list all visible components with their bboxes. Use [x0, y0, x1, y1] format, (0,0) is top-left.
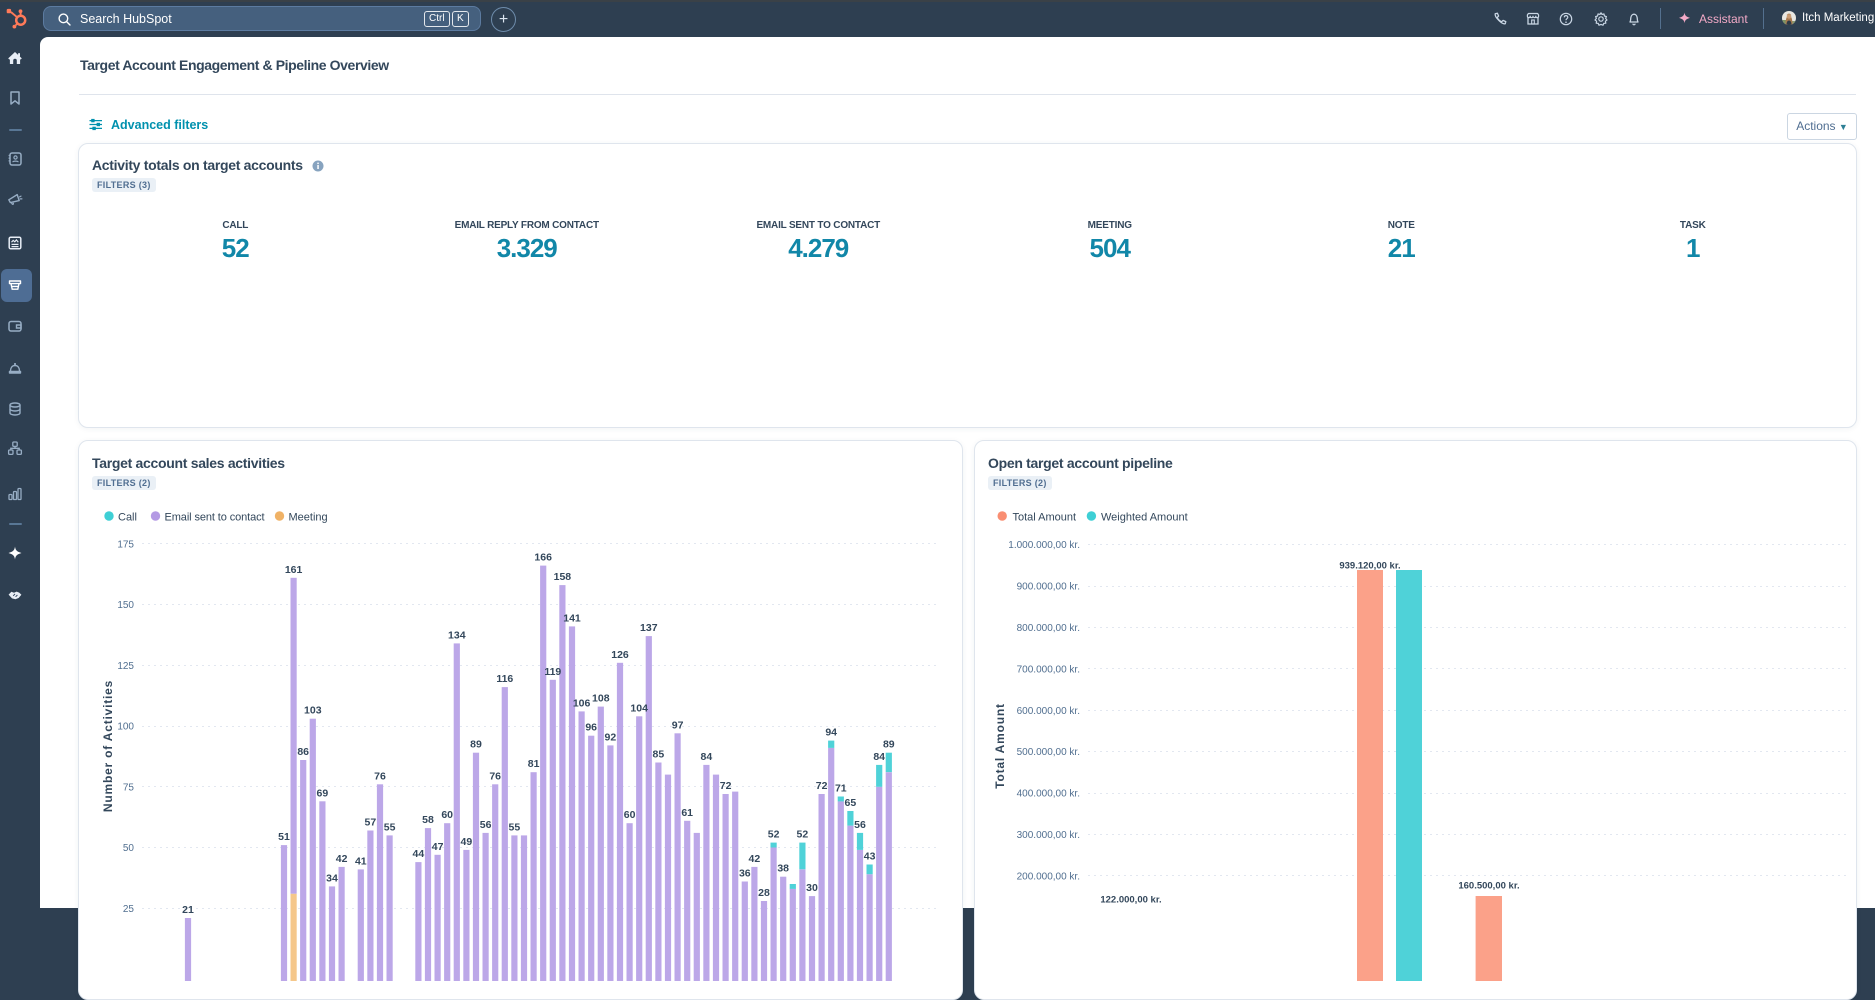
svg-text:200.000,00 kr.: 200.000,00 kr.	[1017, 871, 1080, 882]
svg-text:939.120,00 kr.: 939.120,00 kr.	[1339, 561, 1400, 572]
svg-text:69: 69	[317, 787, 329, 799]
svg-text:34: 34	[326, 872, 338, 884]
svg-text:Total Amount: Total Amount	[1013, 512, 1077, 524]
svg-text:76: 76	[489, 770, 501, 782]
svg-text:97: 97	[672, 719, 684, 731]
svg-text:55: 55	[384, 821, 396, 833]
svg-text:116: 116	[496, 673, 513, 685]
svg-text:1.000.000,00 kr.: 1.000.000,00 kr.	[1008, 540, 1080, 551]
svg-text:84: 84	[873, 751, 885, 763]
svg-text:28: 28	[758, 887, 770, 899]
svg-text:Total Amount: Total Amount	[993, 703, 1007, 789]
svg-text:119: 119	[544, 666, 561, 678]
svg-text:84: 84	[701, 751, 713, 763]
svg-text:100: 100	[117, 722, 134, 733]
svg-text:700.000,00 kr.: 700.000,00 kr.	[1017, 664, 1080, 675]
svg-text:94: 94	[825, 727, 837, 739]
svg-text:141: 141	[563, 612, 581, 624]
svg-text:125: 125	[117, 661, 134, 672]
svg-text:103: 103	[304, 705, 322, 717]
svg-text:122.000,00 kr.: 122.000,00 kr.	[1100, 895, 1161, 906]
svg-text:21: 21	[182, 904, 194, 916]
svg-text:71: 71	[835, 783, 847, 795]
svg-text:38: 38	[777, 863, 789, 875]
svg-text:42: 42	[336, 853, 348, 865]
svg-text:72: 72	[816, 780, 828, 792]
svg-text:126: 126	[611, 649, 629, 661]
svg-text:81: 81	[528, 758, 540, 770]
svg-text:Number of Activities: Number of Activities	[101, 680, 115, 812]
svg-text:30: 30	[806, 882, 818, 894]
svg-text:137: 137	[640, 622, 658, 634]
svg-text:75: 75	[123, 782, 135, 793]
svg-text:150: 150	[117, 600, 134, 611]
svg-text:41: 41	[355, 855, 367, 867]
svg-text:500.000,00 kr.: 500.000,00 kr.	[1017, 747, 1080, 758]
svg-text:158: 158	[554, 571, 572, 583]
svg-text:52: 52	[797, 829, 809, 841]
svg-text:166: 166	[534, 552, 552, 564]
svg-text:Meeting: Meeting	[289, 512, 328, 524]
svg-text:106: 106	[573, 697, 591, 709]
svg-text:800.000,00 kr.: 800.000,00 kr.	[1017, 623, 1080, 634]
svg-text:44: 44	[413, 848, 425, 860]
svg-text:56: 56	[480, 819, 492, 831]
svg-text:52: 52	[768, 829, 780, 841]
svg-text:76: 76	[374, 770, 386, 782]
svg-text:89: 89	[883, 739, 895, 751]
svg-text:600.000,00 kr.: 600.000,00 kr.	[1017, 706, 1080, 717]
svg-text:57: 57	[365, 817, 377, 829]
svg-text:300.000,00 kr.: 300.000,00 kr.	[1017, 830, 1080, 841]
svg-text:49: 49	[461, 836, 473, 848]
svg-text:108: 108	[592, 693, 610, 705]
svg-text:175: 175	[117, 539, 134, 550]
svg-text:51: 51	[278, 831, 290, 843]
svg-text:92: 92	[605, 731, 617, 743]
svg-text:55: 55	[509, 821, 521, 833]
svg-text:42: 42	[749, 853, 761, 865]
svg-text:160.500,00 kr.: 160.500,00 kr.	[1458, 881, 1519, 892]
svg-text:60: 60	[441, 809, 453, 821]
svg-text:65: 65	[845, 797, 857, 809]
svg-text:56: 56	[854, 819, 866, 831]
svg-text:58: 58	[422, 814, 434, 826]
svg-text:36: 36	[739, 868, 751, 880]
svg-text:96: 96	[585, 722, 597, 734]
svg-text:72: 72	[720, 780, 732, 792]
svg-text:89: 89	[470, 739, 482, 751]
svg-text:50: 50	[123, 843, 135, 854]
svg-text:Call: Call	[118, 512, 137, 524]
svg-text:60: 60	[624, 809, 636, 821]
svg-text:900.000,00 kr.: 900.000,00 kr.	[1017, 582, 1080, 593]
svg-text:Email sent to contact: Email sent to contact	[165, 512, 265, 524]
svg-text:25: 25	[123, 904, 135, 915]
svg-text:86: 86	[297, 746, 309, 758]
svg-text:400.000,00 kr.: 400.000,00 kr.	[1017, 789, 1080, 800]
svg-text:85: 85	[653, 749, 665, 761]
svg-text:47: 47	[432, 841, 444, 853]
svg-text:61: 61	[681, 807, 693, 819]
svg-text:104: 104	[630, 702, 648, 714]
svg-text:43: 43	[864, 851, 876, 863]
svg-text:134: 134	[448, 629, 466, 641]
svg-text:161: 161	[285, 564, 303, 576]
svg-text:Weighted Amount: Weighted Amount	[1101, 512, 1188, 524]
